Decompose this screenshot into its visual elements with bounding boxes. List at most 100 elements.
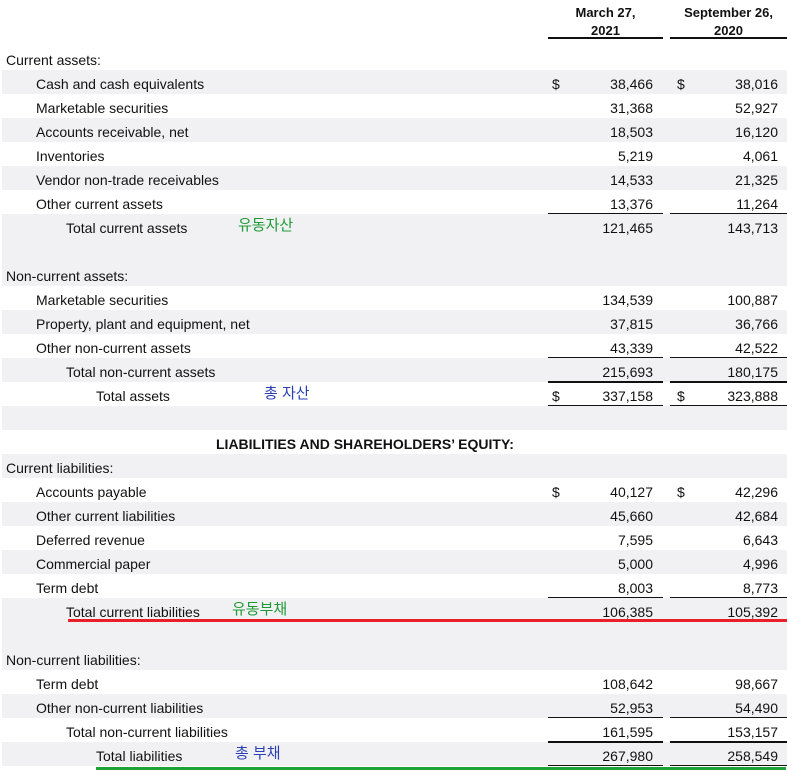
total-rule [548,405,663,406]
table-row: Vendor non-trade receivables 14,533 21,325 [2,166,787,190]
column-header-line2: 2020 [714,23,743,38]
value-september-2020: 6,643 [742,532,778,548]
total-rule [548,213,663,214]
value-march-2021: 134,539 [602,292,653,308]
currency-symbol: $ [552,76,560,92]
value-march-2021: 5,219 [617,148,653,164]
table-row: Accounts receivable, net 18,503 16,120 [2,118,787,142]
row-label: Other non-current assets [36,340,191,356]
value-march-2021: 106,385 [602,604,653,620]
highlight-underline-mark [96,767,786,770]
row-label: Deferred revenue [36,532,145,548]
total-rule [548,381,663,382]
value-march-2021: 267,980 [602,748,653,764]
value-september-2020: 21,325 [735,172,778,188]
table-row [2,238,787,262]
value-september-2020: 4,061 [742,148,778,164]
total-rule [548,765,663,766]
row-label: Total non-current liabilities [66,724,228,740]
table-row: Deferred revenue 7,595 6,643 [2,526,787,550]
column-header-underline [670,37,787,39]
value-march-2021: 45,660 [610,508,653,524]
value-september-2020: 98,667 [735,676,778,692]
table-row: Inventories 5,219 4,061 [2,142,787,166]
row-label: Vendor non-trade receivables [36,172,219,188]
column-header-underline [548,37,663,39]
value-march-2021: 52,953 [610,700,653,716]
currency-symbol: $ [677,484,685,500]
table-row: Total non-current assets 215,693 180,175 [2,358,787,382]
row-label: Total current liabilities [66,604,200,620]
row-label: Other current assets [36,196,163,212]
row-label: Accounts payable [36,484,147,500]
total-rule [670,741,787,742]
value-march-2021: 5,000 [617,556,653,572]
handwritten-annotation: 유동자산 [238,217,294,234]
total-rule [670,405,787,406]
highlight-underline-mark [68,619,787,622]
total-rule [670,765,787,766]
total-rule [548,357,663,358]
value-march-2021: 7,595 [617,532,653,548]
section-heading: LIABILITIES AND SHAREHOLDERS’ EQUITY: [216,436,514,452]
currency-symbol: $ [552,388,560,404]
row-label: Cash and cash equivalents [36,76,205,92]
value-september-2020: 8,773 [742,580,778,596]
row-label: Commercial paper [36,556,151,572]
currency-symbol: $ [552,484,560,500]
value-september-2020: 42,522 [735,340,778,356]
table-row: Non-current assets: [2,262,787,286]
value-march-2021: 37,815 [610,316,653,332]
value-march-2021: 8,003 [617,580,653,596]
row-label: Total assets [96,388,170,404]
total-rule [548,717,663,718]
table-row: Other current liabilities 45,660 42,684 [2,502,787,526]
value-march-2021: 40,127 [610,484,653,500]
value-march-2021: 121,465 [602,220,653,236]
table-row: Marketable securities 31,368 52,927 [2,94,787,118]
value-march-2021: 18,503 [610,124,653,140]
row-label: Total liabilities [96,748,183,764]
value-march-2021: 215,693 [602,364,653,380]
table-row [2,406,787,430]
value-september-2020: 100,887 [727,292,778,308]
row-label: Total non-current assets [66,364,216,380]
value-september-2020: 153,157 [727,724,778,740]
table-row: Accounts payable $40,127 $42,296 [2,478,787,502]
value-march-2021: 13,376 [610,196,653,212]
column-header-march-2021: March 27, 2021 [548,0,663,40]
double-rule [670,382,787,383]
table-row: Cash and cash equivalents $38,466 $38,016 [2,70,787,94]
value-september-2020: 52,927 [735,100,778,116]
total-rule [670,213,787,214]
total-rule [670,717,787,718]
value-september-2020: 16,120 [735,124,778,140]
column-header-line2: 2021 [591,23,620,38]
row-label: Other current liabilities [36,508,176,524]
table-row: Non-current liabilities: [2,646,787,670]
value-september-2020: 11,264 [736,196,778,212]
row-label: Marketable securities [36,292,169,308]
total-rule [670,381,787,382]
table-row: Current assets: [2,46,787,70]
total-rule [670,597,787,598]
row-label: Term debt [36,580,99,596]
value-march-2021: 108,642 [602,676,653,692]
handwritten-annotation: 총 자산 [264,385,310,402]
table-row: Current liabilities: [2,454,787,478]
value-september-2020: 42,684 [735,508,778,524]
table-row: Marketable securities 134,539 100,887 [2,286,787,310]
table-row: Property, plant and equipment, net 37,815… [2,310,787,334]
value-september-2020: 105,392 [727,604,778,620]
row-label: Accounts receivable, net [36,124,189,140]
table-row: Term debt 8,003 8,773 [2,574,787,598]
table-row: Total current assets 121,465 143,713 유동자산 [2,214,787,238]
row-label: Non-current liabilities: [6,652,141,668]
value-march-2021: 337,158 [602,388,653,404]
handwritten-annotation: 총 부채 [235,745,281,762]
table-row: Total liabilities 267,980 258,549 총 부채 [2,742,787,766]
value-september-2020: 54,490 [735,700,778,716]
value-september-2020: 143,713 [727,220,778,236]
currency-symbol: $ [677,76,685,92]
table-row: Total assets $337,158 $323,888 총 자산 [2,382,787,406]
